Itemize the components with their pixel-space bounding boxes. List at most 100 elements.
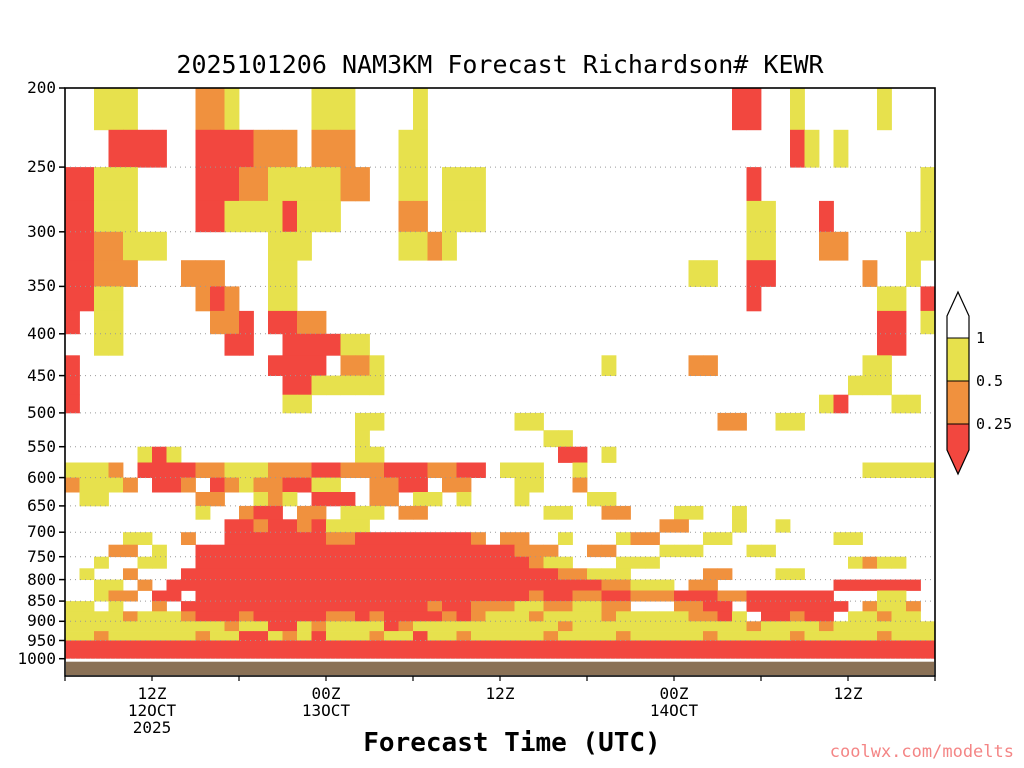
- heatmap-cell: [732, 505, 747, 520]
- heatmap-cell: [326, 167, 341, 202]
- heatmap-cell: [558, 505, 573, 520]
- heatmap-cell: [703, 590, 718, 602]
- colorbar-segment: [947, 338, 969, 381]
- heatmap-cell: [456, 601, 472, 612]
- heatmap-cell: [906, 640, 921, 651]
- heatmap-cell: [282, 590, 298, 602]
- heatmap-cell: [862, 579, 878, 591]
- heatmap-cell: [65, 611, 80, 622]
- heatmap-cell: [761, 631, 776, 641]
- heatmap-cell: [804, 601, 820, 612]
- heatmap-cell: [137, 556, 153, 569]
- heatmap-cell: [253, 601, 269, 612]
- heatmap-cell: [268, 310, 283, 335]
- heatmap-cell: [326, 532, 341, 545]
- heatmap-cell: [413, 544, 428, 558]
- heatmap-cell: [282, 649, 298, 660]
- heatmap-cell: [601, 355, 617, 376]
- heatmap-cell: [326, 601, 341, 612]
- heatmap-cell: [210, 611, 225, 622]
- heatmap-cell: [833, 649, 849, 660]
- heatmap-cell: [398, 631, 414, 641]
- heatmap-cell: [543, 621, 559, 632]
- heatmap-cell: [282, 167, 298, 202]
- heatmap-cell: [195, 590, 211, 602]
- heatmap-cell: [906, 394, 921, 414]
- heatmap-cell: [79, 260, 95, 287]
- y-axis-tick-label: 800: [27, 569, 56, 589]
- heatmap-cell: [282, 394, 298, 414]
- heatmap-cell: [761, 590, 776, 602]
- heatmap-cell: [108, 260, 124, 287]
- heatmap-cell: [326, 649, 341, 660]
- heatmap-cell: [645, 556, 660, 569]
- heatmap-cell: [369, 505, 385, 520]
- heatmap-cell: [384, 477, 399, 493]
- heatmap-cell: [340, 88, 356, 131]
- heatmap-cell: [239, 631, 254, 641]
- heatmap-cell: [152, 649, 167, 660]
- heatmap-cell: [862, 631, 878, 641]
- heatmap-cell: [790, 601, 805, 612]
- y-axis-tick-label: 450: [27, 365, 56, 385]
- heatmap-cell: [790, 590, 805, 602]
- heatmap-cell: [195, 129, 211, 168]
- heatmap-cell: [456, 590, 472, 602]
- heatmap-cell: [123, 477, 138, 493]
- heatmap-cell: [108, 640, 124, 651]
- heatmap-cell: [195, 556, 211, 569]
- heatmap-cell: [268, 286, 283, 312]
- heatmap-cell: [819, 231, 834, 261]
- heatmap-cell: [703, 568, 718, 580]
- heatmap-cell: [732, 88, 747, 131]
- watermark-link[interactable]: coolwx.com/modelts: [829, 742, 1014, 762]
- heatmap-cell: [630, 649, 646, 660]
- heatmap-cell: [123, 260, 138, 287]
- heatmap-cell: [282, 492, 298, 507]
- heatmap-cell: [804, 621, 820, 632]
- heatmap-cell: [427, 568, 443, 580]
- heatmap-cell: [500, 611, 515, 622]
- heatmap-cell: [717, 621, 733, 632]
- heatmap-cell: [181, 579, 196, 591]
- heatmap-cell: [645, 532, 660, 545]
- heatmap-cell: [311, 640, 327, 651]
- heatmap-cell: [471, 611, 486, 622]
- heatmap-cell: [717, 590, 733, 602]
- heatmap-cell: [703, 631, 718, 641]
- heatmap-cell: [587, 640, 602, 651]
- heatmap-cell: [311, 544, 327, 558]
- heatmap-cell: [485, 649, 501, 660]
- heatmap-cell: [253, 519, 269, 533]
- heatmap-cell: [268, 611, 283, 622]
- heatmap-cell: [210, 601, 225, 612]
- heatmap-cell: [195, 286, 211, 312]
- heatmap-cell: [819, 621, 834, 632]
- heatmap-cell: [833, 631, 849, 641]
- y-axis-tick-label: 250: [27, 157, 56, 177]
- heatmap-cell: [630, 556, 646, 569]
- heatmap-cell: [442, 601, 457, 612]
- heatmap-cell: [355, 640, 370, 651]
- heatmap-cell: [601, 631, 617, 641]
- y-axis-tick-label: 850: [27, 591, 56, 611]
- heatmap-cell: [210, 640, 225, 651]
- heatmap-cell: [369, 649, 385, 660]
- y-axis-tick-label: 1000: [17, 648, 56, 668]
- heatmap-cell: [355, 446, 370, 463]
- heatmap-cell: [601, 590, 617, 602]
- heatmap-cell: [268, 532, 283, 545]
- heatmap-cell: [79, 200, 95, 233]
- heatmap-cell: [195, 200, 211, 233]
- heatmap-cell: [108, 544, 124, 558]
- y-axis-tick-label: 750: [27, 546, 56, 566]
- heatmap-cell: [732, 621, 747, 632]
- heatmap-cell: [616, 621, 631, 632]
- heatmap-cell: [906, 601, 921, 612]
- heatmap-cell: [790, 412, 805, 431]
- heatmap-cell: [297, 310, 312, 335]
- heatmap-cell: [239, 579, 254, 591]
- heatmap-cell: [819, 394, 834, 414]
- heatmap-cell: [558, 621, 573, 632]
